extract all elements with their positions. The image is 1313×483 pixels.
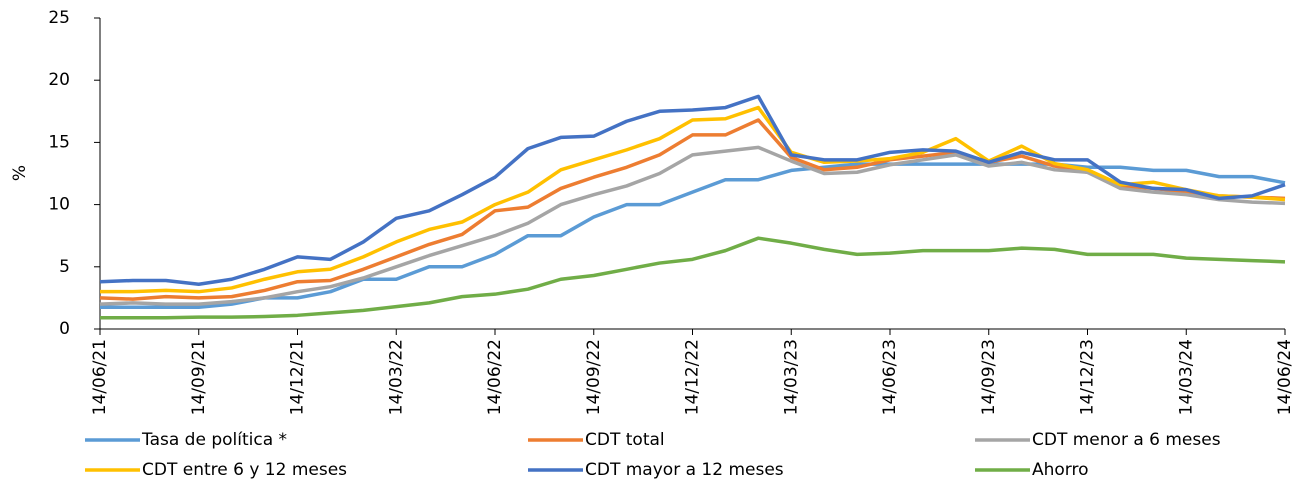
legend-label: Ahorro — [1032, 460, 1089, 480]
x-tick-label: 14/03/22 — [386, 339, 406, 415]
series-line — [100, 162, 1286, 309]
x-tick-label: 14/12/21 — [288, 339, 308, 415]
x-tick-label: 14/06/22 — [485, 339, 505, 415]
y-tick-label: 25 — [48, 8, 70, 28]
x-tick-label: 14/03/23 — [781, 339, 801, 415]
series-line — [99, 94, 1286, 286]
x-tick-label: 14/09/22 — [584, 339, 604, 415]
x-tick-label: 14/06/23 — [880, 339, 900, 415]
y-tick-label: 20 — [48, 70, 70, 90]
x-tick-label: 14/12/22 — [683, 339, 703, 415]
x-tick-label: 14/09/21 — [189, 339, 209, 415]
legend-label: CDT menor a 6 meses — [1032, 430, 1221, 450]
x-tick-label: 14/03/24 — [1176, 339, 1196, 415]
x-tick-label: 14/12/23 — [1078, 339, 1098, 415]
series-line — [99, 118, 1286, 301]
x-tick-label: 14/06/21 — [90, 339, 110, 415]
series-line — [100, 105, 1286, 294]
legend-label: Tasa de política * — [141, 430, 287, 450]
y-tick-label: 0 — [59, 319, 70, 339]
legend-label: CDT entre 6 y 12 meses — [142, 460, 347, 480]
y-tick-label: 10 — [48, 195, 70, 215]
y-tick-label: 15 — [48, 132, 70, 152]
y-tick-label: 5 — [59, 257, 70, 277]
series-line — [99, 145, 1286, 306]
legend-label: CDT mayor a 12 meses — [585, 460, 784, 480]
x-tick-label: 14/09/23 — [979, 339, 999, 415]
x-tick-label: 14/06/24 — [1275, 339, 1295, 415]
legend-label: CDT total — [585, 430, 665, 450]
y-axis-label: % — [10, 165, 30, 181]
series-line — [100, 236, 1286, 320]
